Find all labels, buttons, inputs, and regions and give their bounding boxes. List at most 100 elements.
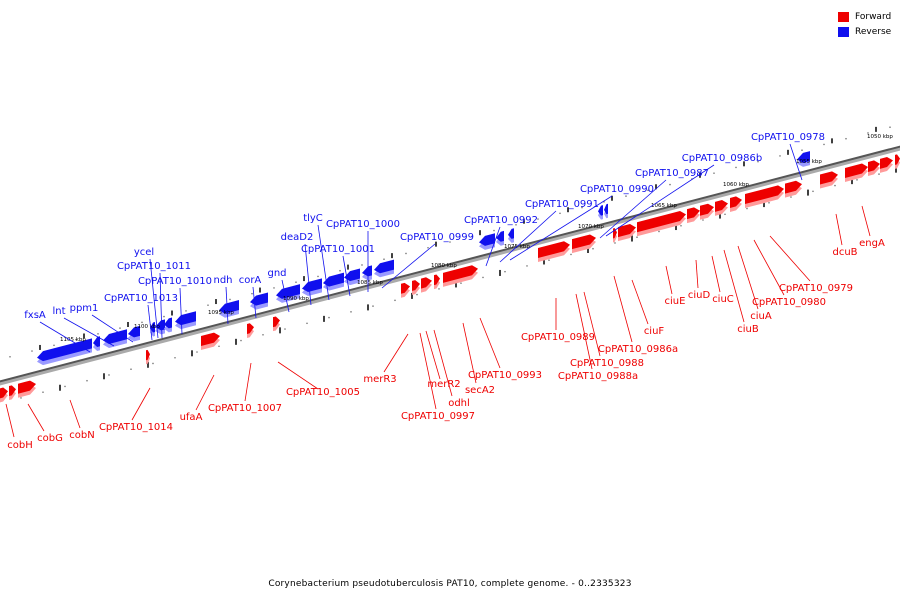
ciuD-leader [695, 259, 699, 289]
CpPAT10_0999-label: CpPAT10_0999 [400, 232, 474, 243]
merR2-leader [425, 330, 441, 380]
CpPAT10_1007-leader [244, 362, 252, 402]
CpPAT10_0989-label: CpPAT10_0989 [521, 332, 595, 343]
CpPAT10_0988a-label: CpPAT10_0988a [558, 371, 638, 382]
CpPAT10_1014-leader [131, 387, 151, 421]
CpPAT10_1011-leader [159, 272, 163, 339]
forward-gene-22-arrow [785, 180, 802, 198]
lnt-leader [63, 317, 115, 347]
forward-gene-8-arrow [412, 280, 420, 295]
ciuA-leader [737, 245, 759, 310]
CpPAT10_1013-leader [147, 304, 153, 341]
reverse-gene-13-arrow [344, 268, 360, 286]
secA2-label: secA2 [465, 385, 495, 396]
cobH-label: cobH [7, 440, 32, 451]
forward-gene-27-arrow [895, 154, 900, 169]
CpPAT10_0988-label: CpPAT10_0988 [570, 358, 644, 369]
reverse-gene-0-arrow [37, 338, 92, 366]
kbp-tick-label: 1050 kbp [867, 134, 893, 140]
reverse-gene-10-arrow [276, 284, 300, 303]
kbp-tick-label: 1055 kbp [796, 159, 822, 165]
forward-gene-12-arrow [538, 241, 570, 263]
ciuC-leader [711, 255, 721, 293]
forward-gene-13-arrow [572, 234, 596, 254]
ufaA-label: ufaA [180, 412, 203, 423]
deaD2-label: deaD2 [281, 232, 314, 243]
scale-tick-labels: 1050 kbp 1055 kbp 1060 kbp 1065 kbp 1070 kbp… [60, 134, 893, 343]
CpPAT10_0978-label: CpPAT10_0978 [751, 132, 825, 143]
CpPAT10_1005-leader [277, 361, 319, 390]
kbp-tick-label: 1080 kbp [431, 263, 457, 269]
ciuE-leader [665, 265, 673, 295]
forward-gene-9-arrow [421, 277, 432, 293]
CpPAT10_0979-leader [769, 235, 811, 282]
lnt-label: lnt [52, 306, 65, 317]
forward-gene-5-arrow [247, 323, 254, 338]
reverse-gene-16-arrow [479, 233, 495, 250]
odhl-leader [433, 329, 453, 397]
ciuD-label: ciuD [688, 290, 711, 301]
reverse-gene-19-arrow [598, 205, 603, 220]
reverse-gene-3-arrow [128, 325, 140, 342]
legend-forward: Forward [838, 9, 891, 24]
secA2-leader [462, 322, 477, 384]
ciuC-label: ciuC [712, 294, 734, 305]
engA-label: engA [859, 238, 885, 249]
corA-label: corA [239, 275, 262, 286]
forward-gene-24-arrow [845, 163, 868, 182]
cobG-label: cobG [37, 433, 63, 444]
forward-gene-11-arrow [443, 265, 478, 287]
reverse-gene-12-arrow [323, 272, 344, 291]
ufaA-leader [195, 374, 215, 411]
CpPAT10_0997-label: CpPAT10_0997 [401, 411, 475, 422]
ndh-leader [225, 286, 229, 325]
forward-gene-16-arrow [637, 211, 686, 237]
forward-gene-20-arrow [730, 196, 742, 212]
merR3-leader [383, 333, 409, 373]
forward-gene-19-arrow [715, 200, 728, 216]
reverse-gene-7-arrow [175, 311, 196, 330]
CpPAT10_1010-label: CpPAT10_1010 [138, 276, 212, 287]
fxsA-label: fxsA [24, 310, 46, 321]
CpPAT10_1005-label: CpPAT10_1005 [286, 387, 360, 398]
forward-gene-21-arrow [745, 185, 784, 209]
ciuF-label: ciuF [644, 326, 665, 337]
ndh-label: ndh [213, 275, 232, 286]
cobN-label: cobN [69, 430, 94, 441]
kbp-tick-label: 1105 kbp [60, 337, 86, 343]
CpPAT10_1007-label: CpPAT10_1007 [208, 403, 282, 414]
ppm1-leader [91, 314, 134, 343]
reverse-gene-14-arrow [362, 265, 372, 281]
forward-track [0, 154, 900, 403]
corA-leader [252, 286, 257, 319]
forward-gene-3-arrow [146, 349, 150, 365]
CpPAT10_0992-label: CpPAT10_0992 [464, 215, 538, 226]
forward-gene-26-arrow [880, 157, 893, 173]
kbp-tick-label: 1060 kbp [723, 182, 749, 188]
kbp-tick-label: 1070 kbp [578, 224, 604, 230]
legend-forward-label: Forward [855, 11, 892, 22]
CpPAT10_0986b-leader [605, 164, 715, 237]
merR2-label: merR2 [427, 379, 460, 390]
CpPAT10_0993-label: CpPAT10_0993 [468, 370, 542, 381]
dcuB-label: dcuB [832, 247, 857, 258]
reverse-swatch [838, 26, 849, 37]
merR3-label: merR3 [363, 374, 396, 385]
reverse-gene-8-arrow [219, 300, 239, 318]
dcuB-leader [835, 213, 843, 246]
forward-swatch [838, 11, 849, 22]
forward-gene-0-arrow [0, 387, 8, 403]
CpPAT10_0997-leader [419, 332, 437, 410]
genome-backbone-shadow [0, 146, 900, 386]
forward-gene-4-arrow [201, 332, 220, 350]
forward-gene-7-arrow [401, 282, 410, 298]
CpPAT10_1010-leader [179, 287, 183, 335]
forward-gene-10-arrow [434, 274, 440, 290]
gnd-label: gnd [267, 268, 286, 279]
forward-gene-15-arrow [618, 224, 636, 242]
CpPAT10_0990-label: CpPAT10_0990 [580, 184, 654, 195]
kbp-tick-label: 1085 kbp [357, 280, 383, 286]
legend-reverse-label: Reverse [855, 26, 892, 37]
reverse-gene-15-arrow [374, 259, 394, 278]
tlyC-leader [317, 224, 330, 301]
